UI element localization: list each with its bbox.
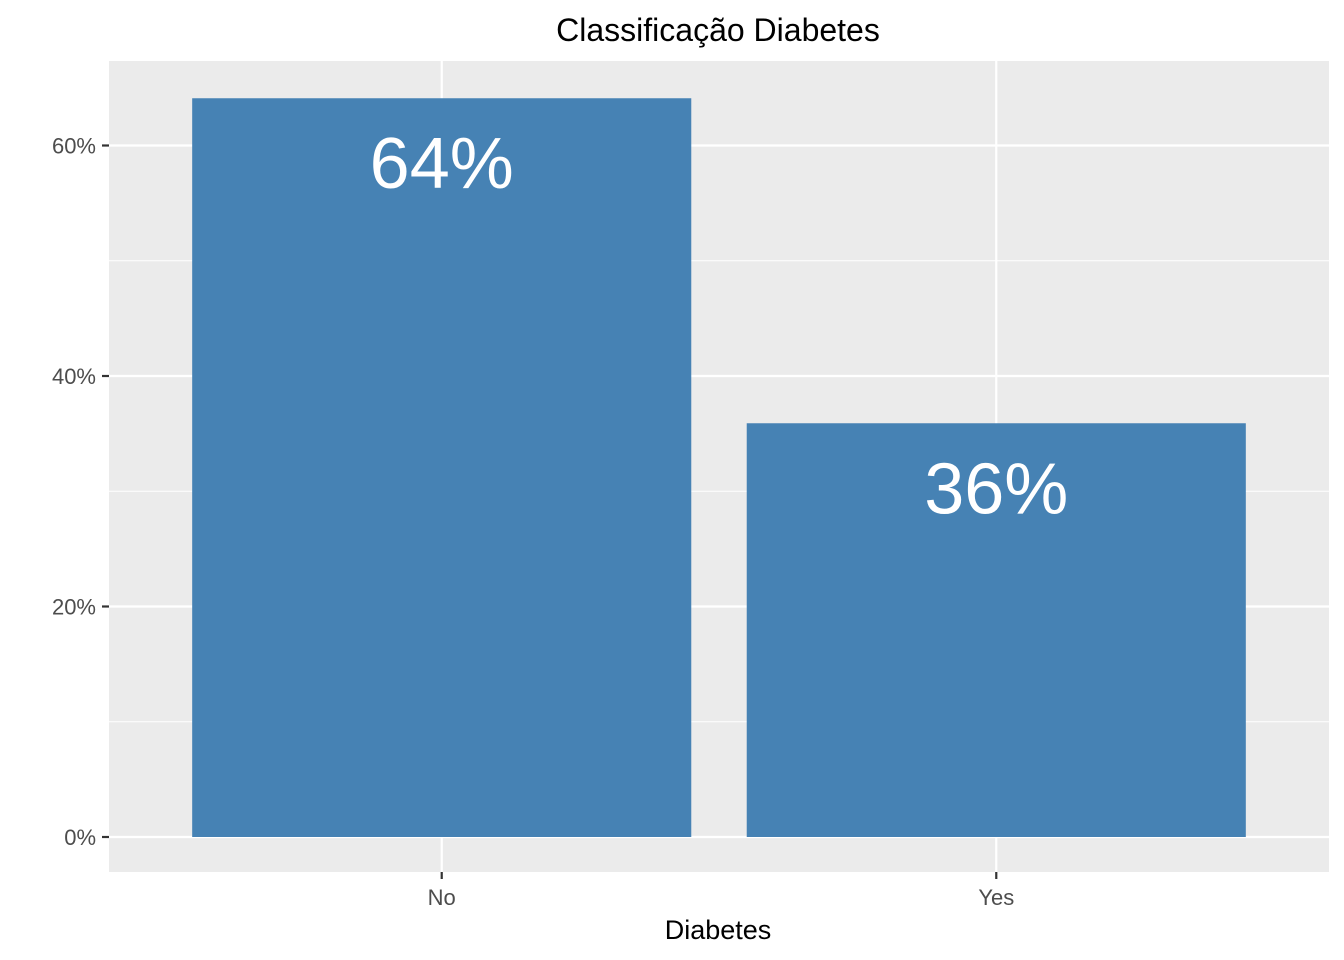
bar-yes bbox=[746, 423, 1246, 837]
data-label-yes: 36% bbox=[924, 449, 1068, 529]
y-tick-label: 40% bbox=[52, 364, 96, 389]
chart-title: Classificação Diabetes bbox=[556, 12, 880, 48]
x-tick-label: Yes bbox=[978, 885, 1014, 910]
bars bbox=[192, 98, 1246, 837]
x-axis-title: Diabetes bbox=[665, 915, 772, 945]
data-labels: 64% 36% bbox=[370, 124, 1069, 529]
y-tick-label: 20% bbox=[52, 595, 96, 620]
y-tick-label: 0% bbox=[64, 825, 96, 850]
data-label-no: 64% bbox=[370, 124, 514, 204]
x-tick-label: No bbox=[428, 885, 456, 910]
x-axis: No Yes bbox=[428, 872, 1014, 910]
y-axis: 0% 20% 40% 60% bbox=[52, 134, 109, 850]
y-tick-label: 60% bbox=[52, 134, 96, 159]
bar-no bbox=[192, 98, 692, 837]
